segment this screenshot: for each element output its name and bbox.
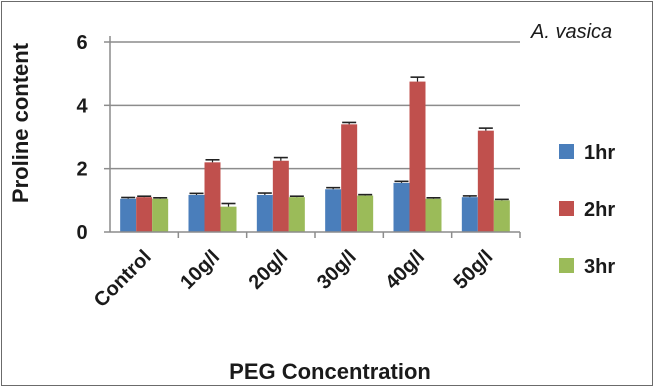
- bars: [120, 81, 510, 232]
- bar-1hr-40g/l: [393, 182, 410, 232]
- bar-1hr-30g/l: [325, 189, 342, 232]
- bar-2hr-30g/l: [341, 124, 358, 232]
- axes: [109, 36, 521, 238]
- bar-2hr-10g/l: [204, 162, 221, 232]
- x-category-label: Control: [90, 246, 156, 312]
- x-category-label: 50g/l: [450, 246, 498, 294]
- legend-swatch-1hr: [559, 144, 574, 159]
- y-axis-ticks: 0 2 4 6: [76, 32, 110, 244]
- legend-swatch-3hr: [559, 258, 574, 273]
- bar-3hr-Control: [152, 198, 169, 232]
- y-axis-label: Proline content: [8, 42, 33, 203]
- x-category-label: 10g/l: [176, 246, 224, 294]
- bar-1hr-50g/l: [461, 197, 478, 232]
- x-category-label: 20g/l: [245, 246, 293, 294]
- bar-1hr-10g/l: [188, 194, 205, 232]
- error-bars: [121, 76, 509, 207]
- bar-1hr-Control: [120, 198, 137, 232]
- x-axis-categories: Control 10g/l 20g/l 30g/l 40g/l 50g/l: [90, 246, 497, 312]
- bar-3hr-20g/l: [288, 197, 305, 232]
- x-category-label: 30g/l: [313, 246, 361, 294]
- bar-3hr-10g/l: [220, 206, 237, 232]
- species-annotation: A. vasica: [530, 21, 612, 43]
- legend-label-1hr: 1hr: [584, 142, 615, 164]
- bar-3hr-50g/l: [493, 200, 510, 232]
- gridlines: [110, 41, 520, 170]
- y-tick-label: 2: [76, 159, 87, 181]
- legend-label-3hr: 3hr: [584, 256, 615, 278]
- bar-3hr-30g/l: [357, 195, 374, 232]
- bar-2hr-Control: [136, 197, 153, 232]
- bar-3hr-40g/l: [425, 198, 442, 232]
- legend-label-2hr: 2hr: [584, 199, 615, 221]
- x-axis-label: PEG Concentration: [229, 359, 431, 384]
- x-category-label: 40g/l: [381, 246, 429, 294]
- y-tick-label: 0: [76, 222, 87, 244]
- bar-2hr-40g/l: [409, 81, 426, 232]
- bar-2hr-20g/l: [272, 160, 289, 232]
- legend-swatch-2hr: [559, 201, 574, 216]
- bar-2hr-50g/l: [477, 130, 494, 232]
- bar-1hr-20g/l: [256, 194, 273, 232]
- y-tick-label: 4: [76, 95, 88, 117]
- y-tick-label: 6: [76, 32, 87, 54]
- legend: 1hr 2hr 3hr: [559, 142, 615, 278]
